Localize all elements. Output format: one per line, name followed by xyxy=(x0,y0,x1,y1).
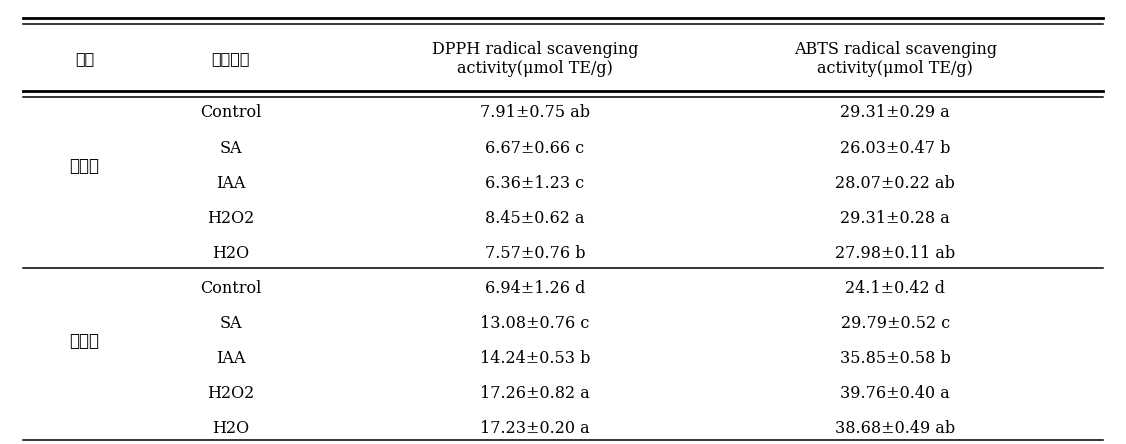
Text: 29.31±0.29 a: 29.31±0.29 a xyxy=(840,104,950,122)
Text: H2O2: H2O2 xyxy=(207,210,254,227)
Text: 39.76±0.40 a: 39.76±0.40 a xyxy=(840,385,950,402)
Text: DPPH radical scavenging
activity(μmol TE/g): DPPH radical scavenging activity(μmol TE… xyxy=(431,40,638,77)
Text: 이백찰: 이백찰 xyxy=(70,332,99,350)
Text: H2O: H2O xyxy=(213,245,249,262)
Text: 14.24±0.53 b: 14.24±0.53 b xyxy=(480,350,590,367)
Text: 24.1±0.42 d: 24.1±0.42 d xyxy=(846,280,945,297)
Text: 금실찰: 금실찰 xyxy=(70,157,99,174)
Text: 7.91±0.75 ab: 7.91±0.75 ab xyxy=(480,104,590,122)
Text: IAA: IAA xyxy=(216,350,245,367)
Text: 13.08±0.76 c: 13.08±0.76 c xyxy=(480,315,590,332)
Text: 29.31±0.28 a: 29.31±0.28 a xyxy=(840,210,950,227)
Text: 27.98±0.11 ab: 27.98±0.11 ab xyxy=(835,245,955,262)
Text: 6.94±1.26 d: 6.94±1.26 d xyxy=(484,280,586,297)
Text: IAA: IAA xyxy=(216,174,245,192)
Text: 28.07±0.22 ab: 28.07±0.22 ab xyxy=(835,174,955,192)
Text: 6.36±1.23 c: 6.36±1.23 c xyxy=(485,174,584,192)
Text: SA: SA xyxy=(220,315,242,332)
Text: 발아처리: 발아처리 xyxy=(212,52,250,66)
Text: 7.57±0.76 b: 7.57±0.76 b xyxy=(484,245,586,262)
Text: SA: SA xyxy=(220,139,242,157)
Text: H2O2: H2O2 xyxy=(207,385,254,402)
Text: 품종: 품종 xyxy=(74,52,95,66)
Text: Control: Control xyxy=(200,104,261,122)
Text: ABTS radical scavenging
activity(μmol TE/g): ABTS radical scavenging activity(μmol TE… xyxy=(794,40,997,77)
Text: 26.03±0.47 b: 26.03±0.47 b xyxy=(840,139,950,157)
Text: 17.23±0.20 a: 17.23±0.20 a xyxy=(480,420,590,437)
Text: 29.79±0.52 c: 29.79±0.52 c xyxy=(840,315,950,332)
Text: 35.85±0.58 b: 35.85±0.58 b xyxy=(840,350,950,367)
Text: Control: Control xyxy=(200,280,261,297)
Text: H2O: H2O xyxy=(213,420,249,437)
Text: 38.68±0.49 ab: 38.68±0.49 ab xyxy=(835,420,955,437)
Text: 17.26±0.82 a: 17.26±0.82 a xyxy=(480,385,590,402)
Text: 8.45±0.62 a: 8.45±0.62 a xyxy=(485,210,584,227)
Text: 6.67±0.66 c: 6.67±0.66 c xyxy=(485,139,584,157)
